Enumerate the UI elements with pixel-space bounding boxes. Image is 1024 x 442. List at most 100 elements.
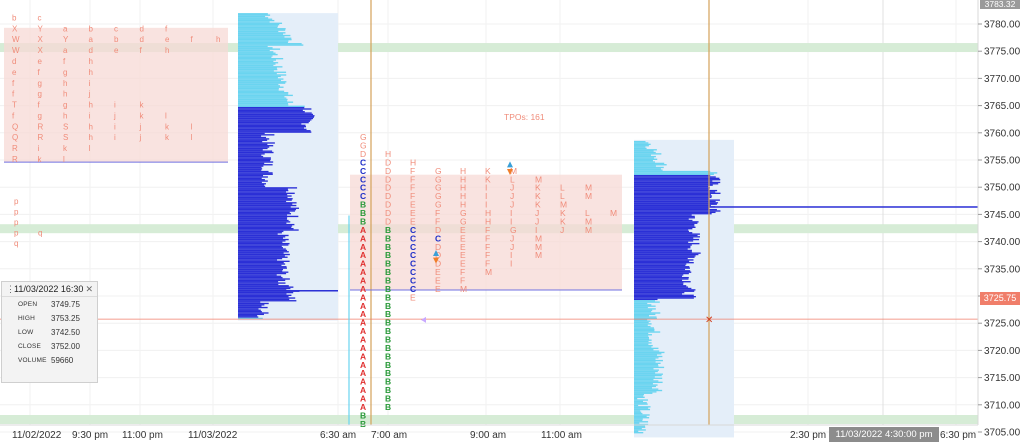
overnight-volume-bar [238, 285, 289, 287]
overnight-volume-bar [238, 304, 265, 306]
tpo-letter: h [89, 68, 93, 77]
ohlc-close-label: CLOSE [18, 342, 42, 350]
ohlc-panel[interactable]: ⋮ 11/03/2022 16:30 ✕ OPEN 3749.75 HIGH 3… [1, 281, 98, 383]
overnight-volume-bar [238, 15, 266, 18]
overnight-volume-bar [238, 119, 312, 121]
open-marker-up [507, 161, 513, 168]
rth-volume-bar [634, 410, 641, 412]
rth-volume-bar [634, 282, 684, 284]
rth-volume-bar [634, 324, 648, 326]
overnight-volume-bar [238, 83, 279, 86]
tpo-letter: k [165, 133, 170, 142]
rth-volume-bar [634, 421, 649, 423]
time-tick-label: 11:00 pm [122, 430, 163, 441]
rth-volume-bar [634, 233, 700, 235]
overnight-volume-bar [238, 172, 273, 174]
overnight-volume-bar [238, 130, 311, 132]
overnight-volume-bar [238, 165, 264, 167]
tpo-letter: B [385, 284, 391, 294]
rth-volume-bar [634, 237, 694, 239]
tpo-letter: M [535, 242, 542, 252]
tpo-letter: D [385, 166, 391, 176]
rth-volume-bar [634, 268, 686, 271]
overnight-volume-bar [238, 43, 302, 45]
tpo-letter: L [585, 208, 590, 218]
overnight-volume-bar [238, 276, 283, 279]
overnight-volume-bar [238, 180, 268, 182]
overnight-volume-bar [238, 153, 265, 155]
overnight-volume-bar [238, 248, 286, 250]
overnight-volume-bar [238, 71, 287, 73]
overnight-volume-bar [238, 259, 278, 261]
overnight-volume-bar [238, 94, 293, 97]
rth-volume-bar [634, 207, 709, 209]
tpo-letter: D [435, 225, 441, 235]
overnight-volume-bar [238, 33, 284, 35]
ohlc-low-value: 3742.50 [51, 327, 80, 337]
tpo-letter: M [585, 216, 592, 226]
overnight-volume-bar [238, 60, 274, 63]
drag-handle-icon[interactable]: ⋮ [6, 283, 15, 294]
ohlc-header[interactable]: ⋮ 11/03/2022 16:30 ✕ [2, 282, 97, 297]
current-price-label: 3725.75 [980, 292, 1020, 305]
overnight-volume-bar [238, 128, 307, 131]
rth-volume-bar [634, 369, 659, 371]
tpo-letter: B [385, 335, 391, 345]
rth-volume-bar [634, 388, 659, 390]
price-axis-bg [978, 0, 1024, 425]
tpo-letter: J [510, 183, 514, 193]
rth-volume-bar [634, 399, 649, 401]
overnight-volume-bar [238, 286, 294, 288]
rth-volume-bar [634, 174, 711, 177]
tpo-letter: e [114, 46, 119, 55]
overnight-volume-bar [238, 48, 281, 50]
overnight-volume-bar [238, 45, 268, 48]
overnight-volume-bar [238, 74, 287, 76]
tpo-letter: G [360, 141, 367, 151]
overnight-volume-bar [238, 86, 284, 88]
overnight-volume-bar [238, 38, 292, 41]
rth-volume-bar [634, 154, 651, 156]
overnight-volume-bar [238, 240, 286, 242]
rth-volume-bar [634, 210, 721, 212]
overnight-volume-bar [238, 236, 286, 238]
rth-volume-bar [634, 275, 683, 277]
tpo-letter: j [88, 90, 91, 99]
rth-volume-bar [634, 312, 661, 314]
tpo-letter: p [14, 229, 19, 238]
tpo-letter: S [63, 133, 68, 142]
price-tick-label: 3710.00 [984, 400, 1021, 411]
tpo-letter: G [460, 216, 467, 226]
overnight-volume-bar [238, 115, 315, 117]
close-icon[interactable]: ✕ [85, 283, 93, 294]
overnight-volume-bar [238, 189, 289, 192]
overnight-volume-bar [238, 181, 262, 184]
tpo-letter: l [191, 122, 193, 131]
rth-volume-bar [634, 191, 716, 193]
value-areas [4, 27, 622, 291]
tpo-letter: B [385, 275, 391, 285]
rth-volume-bar [634, 240, 694, 242]
overnight-volume-bar [238, 155, 264, 158]
tpo-letter: G [435, 174, 442, 184]
overnight-volume-bar [238, 120, 310, 122]
tpo-letter: B [385, 259, 391, 269]
overnight-volume-bar [238, 17, 269, 19]
rth-volume-bar [634, 170, 711, 173]
tpo-letter: B [385, 402, 391, 412]
time-tick-label: 6:30 pm [940, 430, 976, 441]
overnight-volume-bar [238, 266, 287, 268]
overnight-volume-bar [238, 87, 279, 90]
tpo-letter: p [14, 218, 19, 227]
rth-volume-bar [634, 155, 656, 158]
tpo-count-label: TPOs: 161 [504, 112, 545, 122]
overnight-volume-bar [238, 59, 276, 61]
overnight-volume-bar [238, 253, 290, 256]
overnight-volume-bar [238, 184, 265, 186]
tpo-letter: k [140, 101, 145, 110]
overnight-volume-bar [238, 203, 293, 205]
overnight-volume-bar [238, 162, 265, 165]
ohlc-high-row: HIGH 3753.25 [2, 311, 97, 325]
tpo-letter: L [510, 174, 515, 184]
